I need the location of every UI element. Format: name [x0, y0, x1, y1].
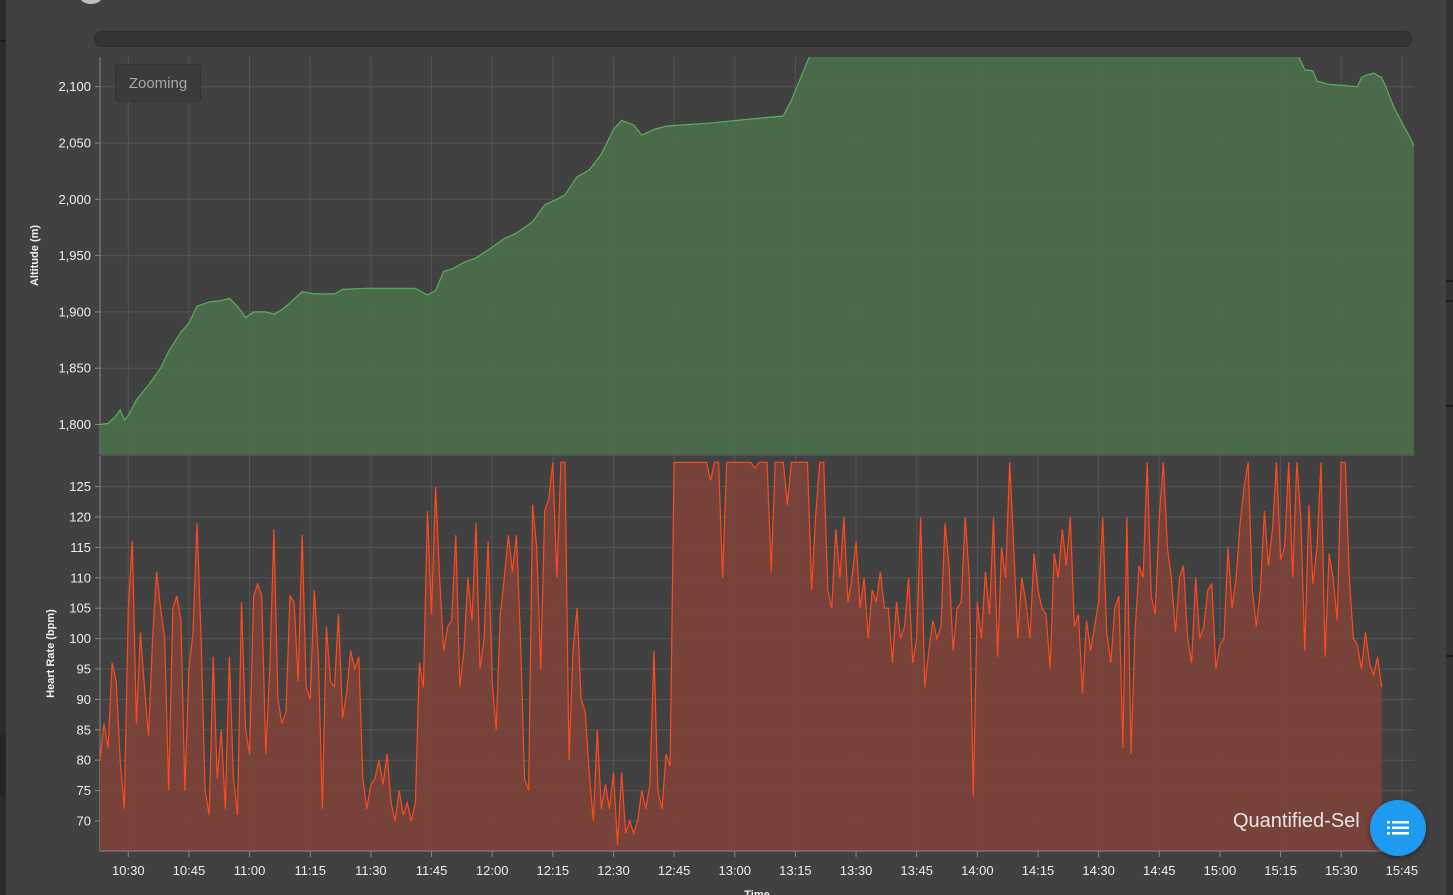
- heart-rate-y-tick-label: 75: [77, 783, 91, 798]
- altitude-y-tick-label: 1,800: [58, 417, 91, 432]
- x-tick-label: 12:00: [476, 863, 509, 878]
- heart-rate-series-line: [100, 461, 1383, 846]
- x-tick-label: 13:45: [900, 863, 933, 878]
- heart-rate-area: [100, 462, 1382, 851]
- heart-rate-y-tick-label: 85: [77, 722, 91, 737]
- brand-watermark: Quantified-Sel: [1233, 810, 1360, 832]
- heart-rate-y-tick-label: 110: [70, 570, 91, 585]
- altitude-series-line: [100, 57, 1414, 426]
- zoom-button[interactable]: Zooming: [115, 64, 201, 102]
- x-tick-label: 12:45: [658, 863, 691, 878]
- right-edge-strip: [1446, 0, 1453, 895]
- x-tick-label: 12:15: [537, 863, 570, 878]
- heart-rate-y-tick-label: 125: [69, 479, 91, 494]
- x-tick-label: 10:45: [173, 863, 206, 878]
- altitude-y-tick-label: 2,000: [58, 192, 91, 207]
- header-avatar: [80, 0, 102, 4]
- heart-rate-axis-title: Heart Rate (bpm): [45, 609, 57, 698]
- x-tick-label: 11:30: [355, 863, 387, 878]
- heart-rate-y-tick-label: 80: [77, 753, 91, 768]
- x-tick-label: 13:00: [718, 863, 751, 878]
- heart-rate-y-tick-label: 120: [69, 510, 91, 525]
- x-tick-label: 15:00: [1204, 863, 1237, 878]
- heart-rate-y-tick-label: 100: [69, 631, 91, 646]
- altitude-area: [100, 57, 1414, 454]
- left-edge-mark: [0, 40, 6, 42]
- x-axis-title: Time: [744, 889, 769, 895]
- altitude-y-tick-label: 1,850: [58, 361, 91, 376]
- altitude-y-tick-label: 2,050: [58, 136, 91, 151]
- x-tick-label: 14:45: [1143, 863, 1176, 878]
- x-tick-label: 15:45: [1386, 863, 1419, 878]
- zoom-button-label: Zooming: [128, 74, 188, 92]
- list-icon: [1387, 821, 1409, 835]
- x-tick-label: 15:30: [1325, 863, 1358, 878]
- altitude-axis-title: Altitude (m): [29, 225, 41, 286]
- menu-fab-button[interactable]: [1370, 800, 1426, 856]
- altitude-y-tick-label: 1,900: [58, 304, 91, 319]
- heart-rate-y-tick-label: 70: [77, 814, 91, 829]
- x-tick-label: 14:30: [1082, 863, 1115, 878]
- x-tick-label: 15:15: [1264, 863, 1297, 878]
- x-tick-label: 11:00: [234, 863, 266, 878]
- x-tick-label: 13:30: [840, 863, 873, 878]
- heart-rate-y-tick-label: 105: [69, 601, 91, 616]
- x-tick-label: 14:00: [961, 863, 994, 878]
- heart-rate-y-tick-label: 90: [77, 692, 91, 707]
- heart-rate-y-tick-label: 95: [77, 662, 91, 677]
- altitude-y-tick-label: 2,100: [58, 79, 91, 94]
- range-scrollbar[interactable]: [94, 31, 1412, 47]
- x-tick-label: 13:15: [779, 863, 812, 878]
- left-edge-block: [0, 735, 6, 795]
- heart-rate-y-tick-label: 115: [70, 540, 91, 555]
- altitude-y-tick-label: 1,950: [58, 248, 91, 263]
- x-tick-label: 11:45: [416, 863, 448, 878]
- x-tick-label: 14:15: [1022, 863, 1055, 878]
- x-tick-label: 11:15: [294, 863, 326, 878]
- x-tick-label: 10:30: [112, 863, 145, 878]
- x-tick-label: 12:30: [597, 863, 630, 878]
